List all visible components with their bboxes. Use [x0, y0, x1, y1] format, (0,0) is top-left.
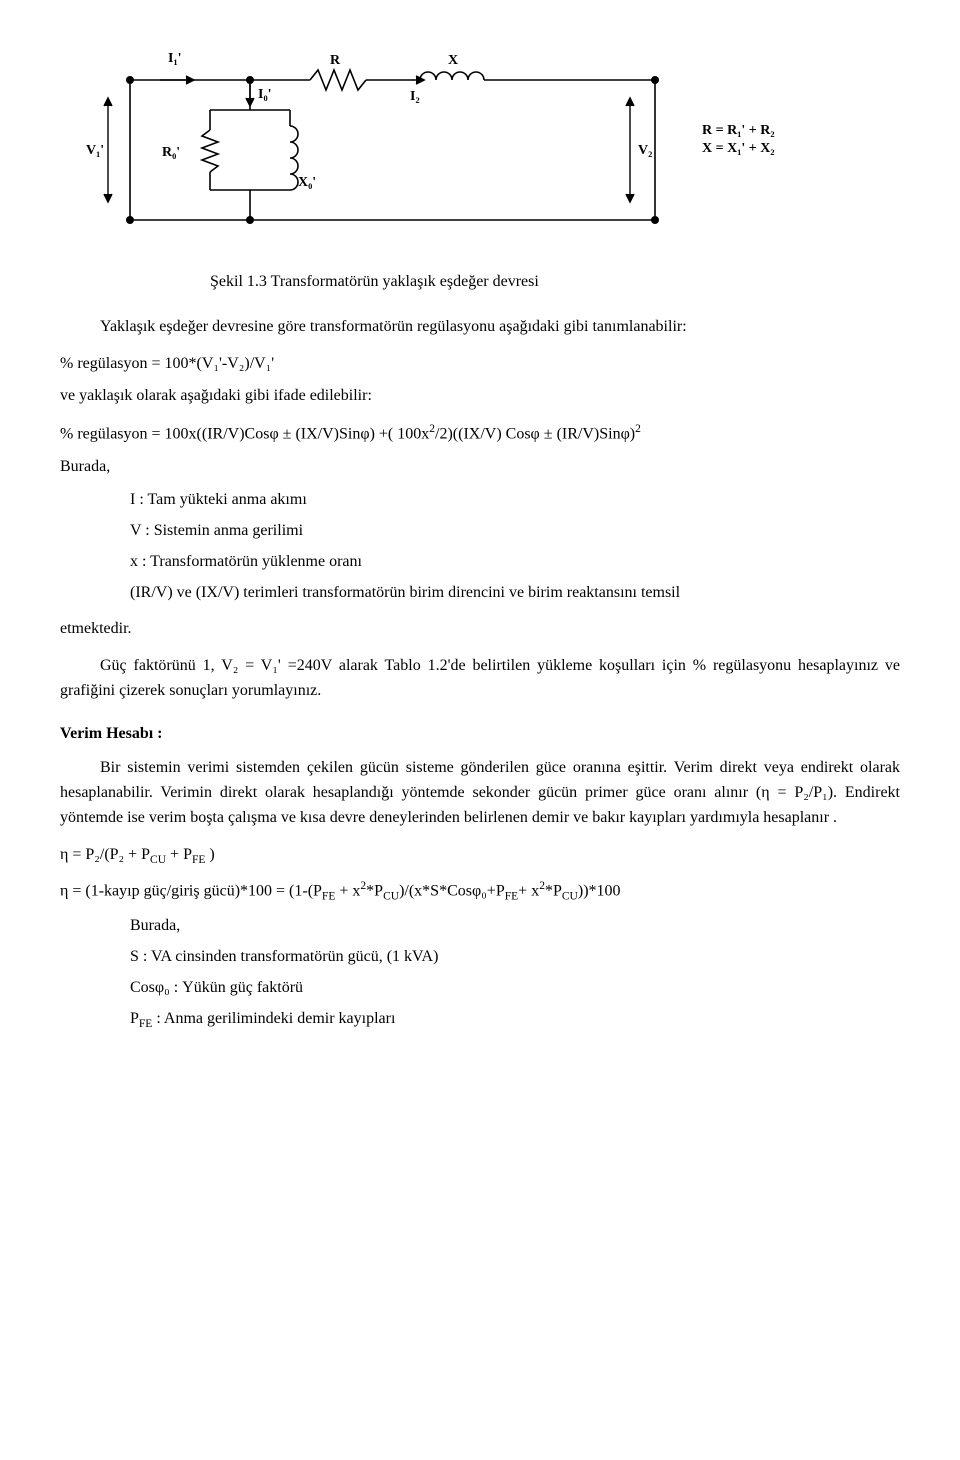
label-X: X — [448, 50, 458, 72]
label-R: R — [330, 50, 340, 72]
label-eqX: X = X₁' + X₂ — [702, 138, 775, 160]
def-x: x : Transformatörün yüklenme oranı — [130, 550, 900, 575]
heading-verim: Verim Hesabı : — [60, 722, 900, 747]
formula-reg2-mid: /2)((IX/V) Cosφ ± (IR/V)Sinφ) — [435, 426, 635, 443]
para-approx: ve yaklaşık olarak aşağıdaki gibi ifade … — [60, 384, 900, 409]
sub-fe: FE — [192, 854, 205, 866]
definitions-2: Burada, S : VA cinsinden transformatörün… — [60, 914, 900, 1033]
def-PFE-pre: P — [130, 1010, 139, 1027]
def-PFE-post: : Anma gerilimindeki demir kayıpları — [152, 1010, 395, 1027]
formula-eta1-mid: + P — [166, 846, 192, 863]
formula-reg1: % regülasyon = 100*(V₁'-V₂)/V₁' — [60, 352, 900, 377]
def-cos: Cosφ₀ : Yükün güç faktörü — [130, 976, 900, 1001]
burada-1: Burada, — [60, 455, 900, 480]
etmektedir: etmektedir. — [60, 617, 900, 642]
formula-eta2-c2: *P — [545, 882, 562, 899]
para-verim1: Bir sistemin verimi sistemden çekilen gü… — [60, 756, 900, 830]
formula-eta1-pre: η = P₂/(P₂ + P — [60, 846, 150, 863]
sub-fe-2: FE — [322, 890, 335, 902]
def-IRV: (IR/V) ve (IX/V) terimleri transformatör… — [130, 581, 900, 606]
formula-eta2-d: )/(x*S*Cosφ₀+P — [399, 882, 505, 899]
burada-2: Burada, — [130, 914, 900, 939]
sub-cu: CU — [150, 854, 166, 866]
formula-eta2-a: η = (1-kayıp güç/giriş gücü)*100 = (1-(P — [60, 882, 322, 899]
circuit-diagram: I₁' R X I₀' I₂ V₁' R₀' X₀' V₂ R = R₁' + … — [90, 40, 790, 260]
sub-fe-3: FE — [505, 890, 518, 902]
circuit-svg — [90, 40, 790, 260]
def-I: I : Tam yükteki anma akımı — [130, 488, 900, 513]
label-R0p: R₀' — [162, 142, 180, 164]
label-V1p: V₁' — [86, 140, 104, 162]
def-PFE: PFE : Anma gerilimindeki demir kayıpları — [130, 1007, 900, 1034]
para-guc: Güç faktörünü 1, V₂ = V₁' =240V alarak T… — [60, 654, 900, 704]
label-V2: V₂ — [638, 140, 652, 162]
formula-eta1-end: ) — [205, 846, 214, 863]
formula-reg2: % regülasyon = 100x((IR/V)Cosφ ± (IX/V)S… — [60, 421, 900, 447]
def-S: S : VA cinsinden transformatörün gücü, (… — [130, 945, 900, 970]
figure-caption: Şekil 1.3 Transformatörün yaklaşık eşdeğ… — [210, 270, 900, 295]
formula-eta2-f: ))*100 — [578, 882, 621, 899]
sub-fe-4: FE — [139, 1018, 152, 1030]
formula-eta2-e: + x — [518, 882, 539, 899]
label-I1p: I₁' — [168, 48, 182, 70]
formula-eta1: η = P₂/(P₂ + PCU + PFE ) — [60, 843, 900, 870]
def-V: V : Sistemin anma gerilimi — [130, 519, 900, 544]
label-I2: I₂ — [410, 86, 420, 108]
definitions-1: I : Tam yükteki anma akımı V : Sistemin … — [60, 488, 900, 605]
label-I0p: I₀' — [258, 84, 272, 106]
formula-eta2-c: *P — [366, 882, 383, 899]
sub-cu-2: CU — [383, 890, 399, 902]
sub-cu-3: CU — [562, 890, 578, 902]
para-intro: Yaklaşık eşdeğer devresine göre transfor… — [60, 315, 900, 340]
formula-eta2: η = (1-kayıp güç/giriş gücü)*100 = (1-(P… — [60, 878, 900, 906]
formula-reg2-pre: % regülasyon = 100x((IR/V)Cosφ ± (IX/V)S… — [60, 426, 429, 443]
label-X0p: X₀' — [298, 172, 316, 194]
formula-eta2-b: + x — [335, 882, 360, 899]
